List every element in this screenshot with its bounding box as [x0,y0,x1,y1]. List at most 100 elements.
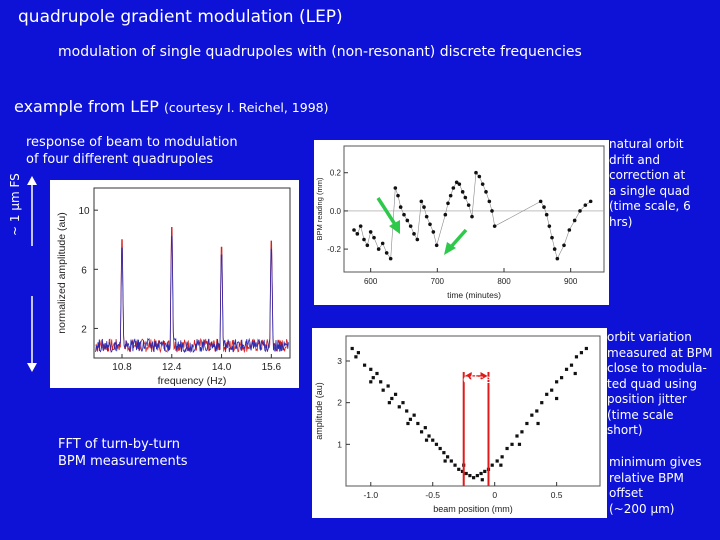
drift-point-13 [398,205,403,209]
fft-xlabel: frequency (Hz) [158,375,227,387]
drift-point-53 [583,203,588,207]
pos-point-9 [386,384,390,388]
drift-point-31 [460,190,465,194]
drift-point-20 [422,205,426,209]
pos-point-14 [405,409,409,413]
orbit-var-line-6: (time scale [607,407,674,422]
relative-offset-line-1: relative [463,357,507,371]
pos-point-20 [427,434,431,438]
orbit-drift-chart: 600 700 800 900 -0.2 0.0 0.2 time (minutes) BPM … [314,140,609,305]
drift-point-40 [490,209,494,213]
minimum-line-1: minimum gives [609,455,702,469]
drift-point-16 [408,224,413,228]
drift-point-28 [451,186,456,190]
drift-point-43 [542,205,546,209]
drift-xtick-label-1: 700 [431,277,445,286]
drift-point-21 [424,214,429,219]
drift-xlabel: time (minutes) [447,290,501,300]
green-arrow-right-head [444,242,456,255]
pos-point-67 [555,396,559,401]
fft-ytick-label-0: 2 [81,324,87,335]
pos-point-4 [369,367,373,371]
pos-point-24 [442,451,446,455]
minimum-line-4: (~200 μm) [609,501,675,516]
drift-ytick-label-2: 0.2 [330,169,342,178]
drift-point-8 [380,241,385,246]
pos-xtick-label-2: 0 [492,490,497,500]
fft-caption: FFT of turn-by-turn BPM measurements [58,436,188,470]
pos-point-18 [419,430,424,434]
relative-offset-line-2: offset [463,372,496,386]
pos-point-12 [397,405,401,409]
drift-point-17 [412,232,416,236]
drift-point-9 [384,251,389,255]
pos-point-52 [564,367,569,371]
pos-point-0 [350,346,354,351]
drift-point-19 [419,199,424,204]
green-arrows [376,197,468,255]
natural-orbit-text: natural orbit drift and correction at a … [609,137,691,230]
fft-ytick-label-1: 6 [81,265,87,276]
pos-point-37 [490,463,494,467]
pos-point-61 [443,459,447,463]
pos-point-27 [453,463,457,467]
drift-point-32 [463,195,468,200]
pos-point-10 [390,396,394,401]
offset-arrow-left [464,372,472,380]
natural-line-2: drift and [609,152,660,167]
drift-point-54 [588,199,593,204]
drift-point-6 [372,235,376,240]
pos-point-6 [375,371,379,376]
drift-point-35 [474,170,478,175]
natural-line-4: a single quad [609,183,690,198]
drift-ytick-label-1: 0.0 [330,207,342,216]
pos-xlabel: beam position (mm) [433,504,513,514]
fft-xtick-label-0: 10.8 [112,362,132,373]
pos-point-1 [354,355,358,359]
drift-point-34 [470,214,474,219]
pos-point-58 [387,401,391,405]
drift-xtick-label-3: 900 [564,277,578,286]
drift-point-10 [388,256,393,261]
slide-subtitle: modulation of single quadrupoles with (n… [58,44,582,60]
pos-point-21 [431,438,435,442]
fft-spectrum-chart: 10.8 12.4 14.0 15.6 2 6 10 frequency (Hz) normal… [50,180,299,388]
pos-point-49 [550,388,554,392]
pos-point-64 [499,463,503,467]
drift-point-26 [446,201,450,206]
pos-point-68 [573,371,577,376]
pos-point-46 [535,409,539,413]
drift-point-51 [572,218,577,223]
orbit-var-line-7: short) [607,423,643,437]
pos-xtick-label-1: -0.5 [425,490,440,500]
drift-point-42 [538,199,543,204]
pos-point-40 [505,446,509,451]
pos-point-47 [540,401,544,405]
minimum-line-3: offset [609,486,643,500]
fft-xtick-label-1: 12.4 [162,362,182,373]
example-heading: example from LEP (courtesy I. Reichel, 1… [14,97,329,116]
drift-point-38 [484,190,488,194]
drift-point-37 [480,182,485,186]
green-arrow-left-head [389,220,400,234]
drift-point-0 [352,228,356,232]
pos-point-16 [412,413,416,417]
drift-point-3 [362,237,366,242]
drift-point-23 [431,230,436,234]
natural-line-3: correction at [609,168,686,182]
pos-point-43 [520,430,524,434]
scale-arrow-up-head [27,176,37,185]
pos-point-5 [371,376,375,380]
drift-point-5 [368,230,373,234]
response-caption: response of beam to modulation of four d… [26,134,238,168]
green-arrow-left-shaft [376,197,398,227]
natural-line-1: natural orbit [609,137,684,151]
pos-point-56 [584,346,588,351]
pos-point-3 [362,363,367,367]
drift-point-22 [428,222,432,227]
pos-point-42 [515,434,519,438]
pos-point-41 [510,442,514,446]
pos-ylabel: amplitude (au) [314,382,324,440]
pos-point-39 [500,455,504,459]
pos-point-19 [423,426,427,430]
